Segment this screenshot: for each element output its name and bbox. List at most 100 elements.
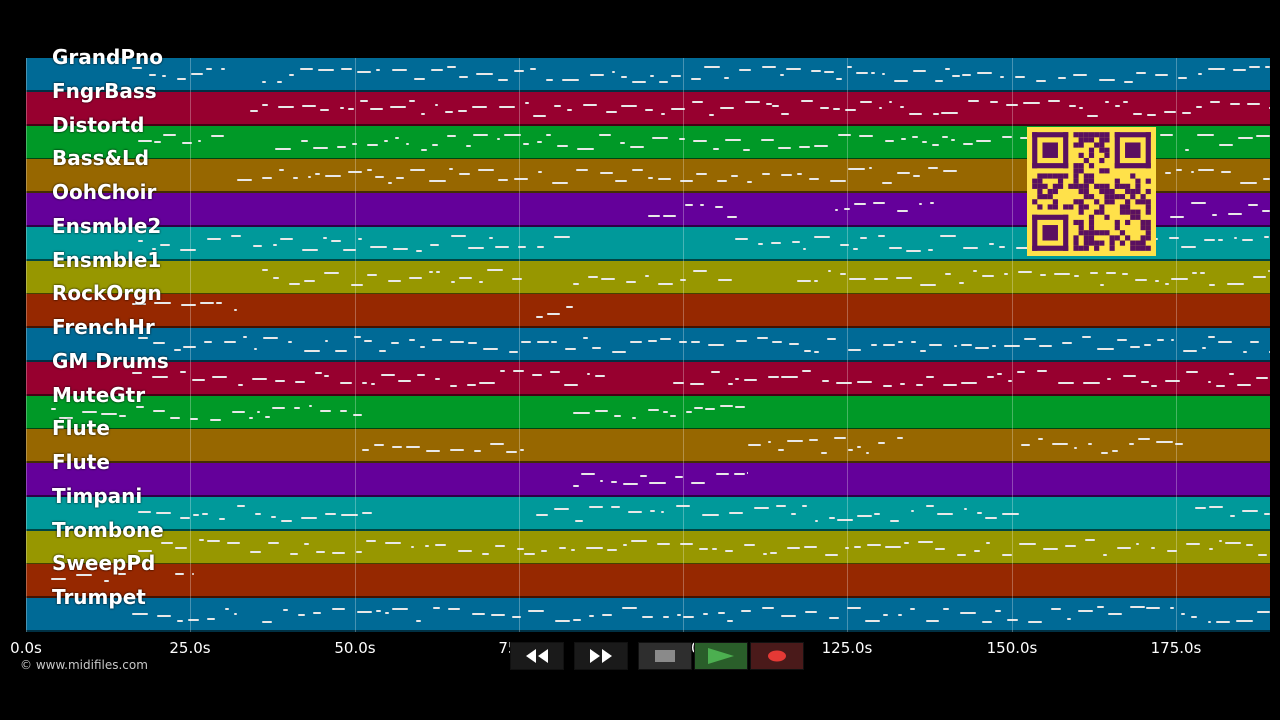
note	[262, 269, 269, 271]
track-lane[interactable]	[26, 294, 1270, 328]
note	[1116, 339, 1128, 341]
note	[435, 378, 440, 380]
note	[478, 281, 484, 283]
note	[536, 514, 549, 516]
rewind-button[interactable]	[510, 642, 564, 670]
track-lane[interactable]	[26, 396, 1270, 430]
note	[620, 105, 638, 107]
note	[989, 243, 995, 245]
note	[879, 107, 883, 109]
note	[466, 145, 472, 147]
note	[878, 442, 886, 444]
note	[838, 134, 851, 136]
note	[308, 176, 312, 178]
note	[161, 542, 174, 544]
track-lane[interactable]	[26, 92, 1270, 126]
qr-module	[1078, 142, 1084, 148]
note	[81, 411, 98, 413]
track-lane[interactable]	[26, 362, 1270, 396]
note	[237, 179, 253, 181]
note	[822, 380, 830, 382]
note	[509, 351, 518, 353]
note	[847, 66, 853, 68]
note	[496, 138, 501, 140]
play-button[interactable]	[694, 642, 748, 670]
stop-button[interactable]	[638, 642, 692, 670]
note	[238, 384, 243, 386]
track-lane[interactable]	[26, 58, 1270, 92]
note	[814, 280, 818, 282]
note	[536, 316, 543, 318]
track-lane[interactable]	[26, 531, 1270, 565]
track-lane[interactable]	[26, 463, 1270, 497]
qr-module	[1130, 245, 1136, 251]
qr-module	[1135, 183, 1141, 189]
note	[858, 135, 873, 137]
note	[190, 418, 199, 420]
track-lane[interactable]	[26, 564, 1270, 598]
qr-module	[1088, 194, 1095, 200]
qr-module	[1104, 137, 1110, 143]
note	[1218, 540, 1223, 542]
qr-module	[1073, 219, 1079, 226]
note	[367, 169, 372, 171]
note	[1067, 618, 1072, 620]
note	[294, 381, 306, 383]
note-layer	[26, 362, 1270, 394]
note	[325, 340, 329, 342]
record-button[interactable]	[750, 642, 804, 670]
qr-module	[1073, 240, 1079, 246]
note	[361, 512, 373, 514]
note	[262, 104, 269, 106]
qr-module	[1094, 132, 1100, 138]
note	[203, 341, 212, 343]
qr-module	[1099, 168, 1105, 174]
note-layer	[26, 261, 1270, 293]
note	[103, 580, 109, 582]
track-lane[interactable]	[26, 497, 1270, 531]
qr-module	[1119, 194, 1126, 200]
note	[760, 139, 775, 141]
note	[885, 546, 901, 548]
note	[366, 540, 377, 542]
qr-module	[1114, 225, 1120, 231]
fast-forward-button[interactable]	[574, 642, 628, 670]
note	[290, 553, 298, 555]
track-lane[interactable]	[26, 429, 1270, 463]
track-lane[interactable]	[26, 598, 1270, 632]
note-layer	[26, 396, 1270, 428]
qr-module	[1083, 194, 1089, 200]
note	[446, 66, 456, 68]
note	[747, 444, 761, 446]
note	[390, 342, 400, 344]
track-label: Trombone	[52, 518, 164, 542]
qr-module	[1145, 225, 1151, 231]
note	[657, 543, 671, 545]
time-gridline	[519, 58, 520, 632]
note	[566, 306, 574, 308]
record-icon	[768, 650, 786, 662]
time-gridline	[190, 58, 191, 632]
note	[711, 548, 717, 550]
note	[888, 101, 892, 103]
qr-module	[1140, 194, 1146, 200]
note	[59, 417, 74, 419]
note	[169, 417, 180, 419]
note	[1036, 370, 1047, 372]
note	[137, 550, 153, 552]
track-lane[interactable]	[26, 328, 1270, 362]
piano-roll[interactable]	[26, 58, 1270, 632]
note	[859, 101, 873, 103]
qr-module	[1125, 188, 1131, 195]
track-lane[interactable]	[26, 261, 1270, 295]
track-label: GM Drums	[52, 349, 169, 373]
note	[889, 520, 899, 522]
note	[1023, 102, 1040, 104]
note	[546, 313, 560, 315]
note	[788, 343, 800, 345]
note	[1002, 513, 1019, 515]
note	[683, 616, 694, 618]
note	[356, 71, 371, 73]
note	[379, 350, 387, 352]
note	[1089, 272, 1099, 274]
